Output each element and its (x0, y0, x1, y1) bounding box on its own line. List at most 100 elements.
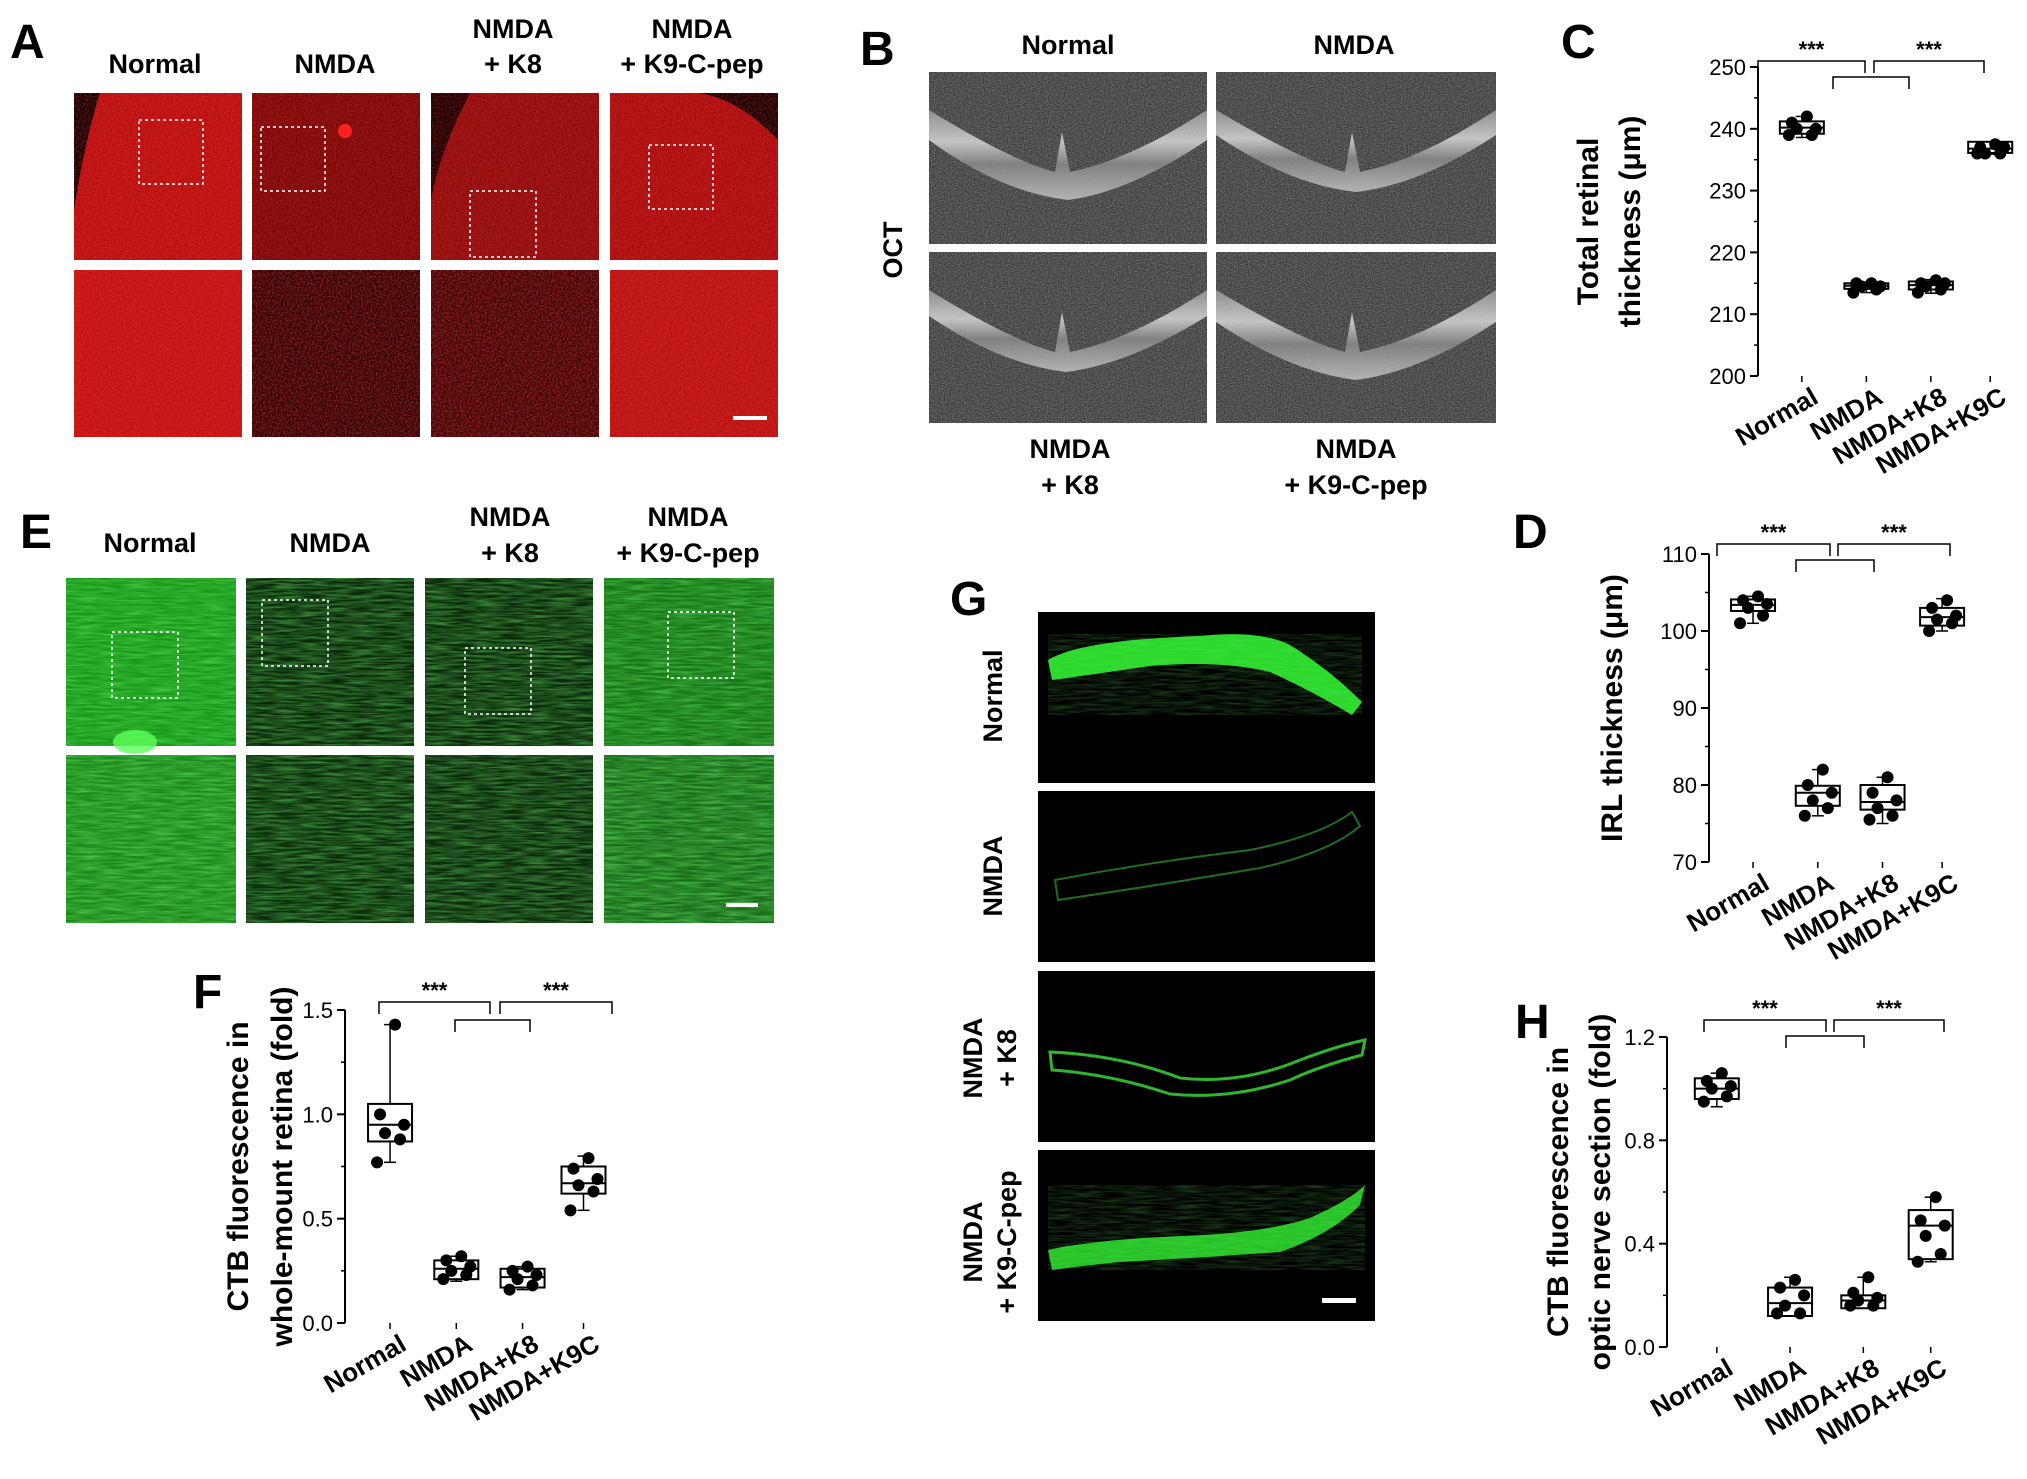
panel-a-header-normal: Normal (108, 49, 201, 79)
panel-b-side-label-oct: OCT (878, 221, 908, 279)
panel-e: E Normal NMDA NMDA + K8 NMDA + K9-C-pep (20, 502, 774, 923)
y-tick-label: 200 (1709, 364, 1746, 389)
optic-nerve-nmda-k8 (1038, 971, 1375, 1142)
significance-label: *** (1752, 996, 1778, 1021)
data-point (1821, 802, 1834, 815)
optic-nerve-nmda-k9c (1038, 1150, 1375, 1321)
panel-e-micrograph-nmda-k8-low (425, 578, 593, 746)
panel-a-micrograph-nmda-low (252, 93, 420, 260)
data-point (1801, 779, 1814, 791)
data-point (1938, 277, 1951, 290)
y-axis-label: CTB fluorescence in (1542, 1047, 1575, 1337)
y-tick-label: 80 (1673, 773, 1697, 798)
significance-bracket-group (454, 1019, 531, 1032)
panel-label-d: D (1513, 506, 1548, 559)
panel-b-footer-nmda-k9c-line1: NMDA (1316, 434, 1397, 464)
data-point (455, 1250, 468, 1263)
data-point (1890, 794, 1903, 807)
data-point (1794, 1307, 1807, 1320)
panel-e-micrograph-nmda-k9c-low (604, 578, 774, 746)
data-point (445, 1264, 458, 1277)
data-point (1752, 590, 1765, 603)
data-point (1734, 617, 1747, 630)
y-tick-label: 0.5 (302, 1207, 333, 1232)
y-axis-label: whole-mount retina (fold) (266, 987, 299, 1348)
y-axis-label: CTB fluorescence in (222, 1021, 255, 1311)
data-point (1700, 1074, 1713, 1087)
data-point (1871, 802, 1884, 815)
panel-a-micrograph-nmda-high (252, 270, 420, 437)
panel-label-h: H (1515, 996, 1550, 1049)
panel-b-header-nmda: NMDA (1314, 30, 1395, 60)
panel-g-row-label-nmda: NMDA (978, 836, 1008, 917)
panel-e-header-nmda-k9c-line2: + K9-C-pep (616, 538, 759, 568)
data-point (530, 1269, 543, 1282)
data-point (1789, 1273, 1802, 1286)
y-tick-label: 240 (1709, 117, 1746, 142)
panel-e-header-nmda-k9c-line1: NMDA (648, 502, 729, 532)
chart-f: F 0.0 0.5 1.0 1.5 CTB fluorescence in whole-m… (193, 966, 613, 1427)
panel-label-b: B (860, 23, 895, 76)
data-point (503, 1283, 516, 1296)
panel-g-row-label-nmda-k9c-line1: NMDA (958, 1202, 988, 1283)
panel-a: A Normal NMDA NMDA + K8 NMDA + K9-C-pep (10, 14, 778, 437)
panel-a-micrograph-nmda-k8-high (431, 270, 599, 437)
significance-label: *** (1916, 37, 1942, 62)
oct-scan-normal (929, 72, 1207, 244)
significance-bracket-left (378, 1001, 491, 1014)
scale-bar (1322, 1298, 1356, 1303)
data-point (374, 1108, 387, 1121)
data-point (1934, 1248, 1947, 1260)
scale-bar (726, 903, 758, 907)
y-axis-label: thickness (μm) (1614, 116, 1647, 328)
panel-e-micrograph-nmda-low (246, 578, 414, 746)
panel-a-micrograph-nmda-k9c-high (610, 270, 778, 437)
y-tick-label: 250 (1709, 55, 1746, 80)
chart-h: H 0.0 0.4 0.8 1.2 CTB fluorescence in optic n… (1515, 996, 1954, 1451)
significance-label: *** (1761, 520, 1787, 545)
data-point (371, 1156, 384, 1169)
data-point (526, 1279, 539, 1292)
data-point (1926, 601, 1939, 614)
y-tick-label: 230 (1709, 179, 1746, 204)
significance-bracket-left (1757, 60, 1866, 73)
data-point (1779, 1299, 1792, 1312)
chart-c: C 200 210 220 230 240 250 Total retinal thickne… (1561, 16, 2014, 480)
panel-b-header-normal: Normal (1021, 30, 1114, 60)
y-tick-label: 0.4 (1624, 1232, 1655, 1257)
panel-a-micrograph-nmda-k9c-low (610, 93, 778, 260)
significance-bracket-right (1873, 60, 1985, 73)
data-point (1771, 1307, 1784, 1320)
panel-g-row-label-nmda-k8-line2: + K8 (992, 1029, 1022, 1087)
panel-label-f: F (193, 966, 222, 1019)
y-tick-label: 0.0 (302, 1311, 333, 1336)
data-point (582, 1152, 595, 1165)
optic-nerve-nmda (1038, 791, 1375, 962)
significance-bracket-group (1785, 1035, 1865, 1048)
data-point (591, 1173, 604, 1186)
data-point (1989, 138, 2002, 151)
panel-label-e: E (20, 506, 52, 559)
data-point (1806, 794, 1819, 807)
data-point (1798, 809, 1811, 822)
data-point (1862, 1271, 1875, 1284)
panel-e-micrograph-normal-low (66, 578, 236, 754)
significance-bracket-right (499, 1001, 613, 1014)
y-axis-label: Total retinal (1572, 138, 1605, 306)
data-point (1774, 1281, 1787, 1294)
panel-e-header-nmda-k8-line2: + K8 (481, 538, 539, 568)
data-point (1914, 1214, 1927, 1227)
panel-e-micrograph-nmda-high (246, 755, 414, 923)
panel-e-micrograph-nmda-k9c-high (604, 755, 774, 923)
data-point (1929, 274, 1942, 287)
y-tick-label: 100 (1660, 619, 1697, 644)
data-point (1929, 1191, 1942, 1204)
y-tick-label: 1.0 (302, 1102, 333, 1127)
panel-b-footer-nmda-k8-line2: + K8 (1041, 470, 1099, 500)
panel-a-micrograph-nmda-k8-low (431, 93, 599, 260)
panel-a-header-nmda-k8-line1: NMDA (473, 14, 554, 44)
data-point (1724, 1080, 1737, 1093)
data-point (572, 1179, 585, 1192)
y-axis-label: optic nerve section (fold) (1584, 1014, 1617, 1371)
